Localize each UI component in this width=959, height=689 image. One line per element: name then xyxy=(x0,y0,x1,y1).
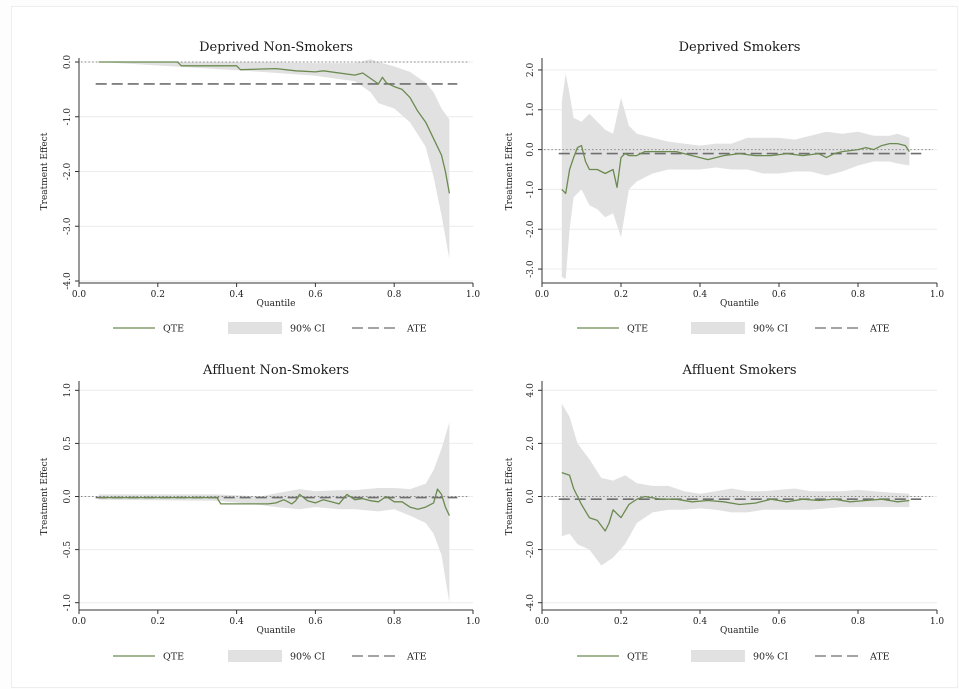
y-tick-label: 1.0 xyxy=(63,383,73,398)
x-tick-label: 0.4 xyxy=(229,290,244,300)
x-tick-label: 0.8 xyxy=(851,290,866,300)
x-tick-label: 0.2 xyxy=(614,617,628,627)
x-tick-label: 0.2 xyxy=(151,617,165,627)
x-tick-label: 0.8 xyxy=(851,617,866,627)
legend-qte-label: QTE xyxy=(163,324,184,335)
legend-ci-label: 90% CI xyxy=(753,324,788,335)
x-axis-label: Quantile xyxy=(720,626,759,636)
legend-qte-label: QTE xyxy=(627,324,648,335)
legend-ci-swatch xyxy=(228,650,282,662)
x-tick-label: 0.6 xyxy=(772,290,787,300)
y-tick-label: -2.0 xyxy=(63,163,73,181)
qte-line xyxy=(98,61,451,194)
y-tick-label: 0.0 xyxy=(526,489,536,504)
y-tick-label: 2.0 xyxy=(526,63,536,78)
x-tick-label: 0.2 xyxy=(151,290,165,300)
chart-panel-4: Affluent Smokers 0.0 0.2 0.4 0.6 0.8 1.0 4.0 2.0… xyxy=(505,363,944,663)
legend: QTE 90% CI ATE xyxy=(577,322,890,335)
x-tick-label: 0.4 xyxy=(693,617,708,627)
x-tick-label: 1.0 xyxy=(466,617,481,627)
x-tick-label: 1.0 xyxy=(930,617,945,627)
x-tick-label: 1.0 xyxy=(466,290,481,300)
x-tick-label: 0.8 xyxy=(387,617,402,627)
qte-line xyxy=(98,488,450,516)
y-tick-label: -2.0 xyxy=(526,541,536,559)
qte-line xyxy=(561,471,910,532)
x-tick-label: 0.0 xyxy=(72,290,87,300)
y-tick-label: 2.0 xyxy=(526,436,536,451)
y-tick-label: -0.5 xyxy=(63,541,73,559)
x-tick-label: 0.0 xyxy=(535,290,550,300)
legend-qte-label: QTE xyxy=(163,652,184,663)
y-axis-label: Treatment Effect xyxy=(505,132,515,210)
ci-band xyxy=(98,59,450,260)
legend-ci-label: 90% CI xyxy=(290,652,325,663)
legend-ate-label: ATE xyxy=(406,652,427,663)
ci-band xyxy=(561,73,910,280)
figure-frame xyxy=(11,6,958,688)
y-tick-label: 4.0 xyxy=(526,383,536,398)
y-tick-label: 0.0 xyxy=(526,142,536,157)
legend-ci-swatch xyxy=(691,650,745,662)
y-tick-label: 1.0 xyxy=(526,102,536,117)
y-axis-label: Treatment Effect xyxy=(505,457,515,535)
y-tick-label: -3.0 xyxy=(63,217,73,235)
legend-ci-label: 90% CI xyxy=(753,652,788,663)
x-axis-label: Quantile xyxy=(256,626,295,636)
x-tick-label: 0.0 xyxy=(535,617,550,627)
x-tick-label: 0.2 xyxy=(614,290,628,300)
legend-ate-label: ATE xyxy=(406,324,427,335)
y-tick-label: -4.0 xyxy=(526,594,536,612)
legend-ci-label: 90% CI xyxy=(290,324,325,335)
y-tick-label: -1.0 xyxy=(63,594,73,612)
legend: QTE 90% CI ATE xyxy=(577,650,890,663)
x-tick-label: 0.4 xyxy=(229,617,244,627)
legend-ate-label: ATE xyxy=(869,324,890,335)
chart-title: Affluent Smokers xyxy=(681,363,796,378)
y-tick-label: -3.0 xyxy=(526,260,536,278)
x-tick-label: 1.0 xyxy=(930,290,945,300)
chart-title: Deprived Non-Smokers xyxy=(199,40,353,55)
legend: QTE 90% CI ATE xyxy=(113,322,427,335)
y-tick-label: -1.0 xyxy=(63,108,73,126)
chart-panel-1: Deprived Non-Smokers 0.0 0.2 0.4 0.6 0.8 1.0 0.… xyxy=(40,40,480,335)
y-tick-label: -2.0 xyxy=(526,220,536,238)
x-tick-label: 0.4 xyxy=(693,290,708,300)
ci-band xyxy=(98,422,450,603)
x-tick-label: 0.6 xyxy=(772,617,787,627)
y-tick-label: 0.0 xyxy=(63,55,73,70)
legend-ci-swatch xyxy=(691,322,745,334)
legend-qte-label: QTE xyxy=(627,652,648,663)
ci-band xyxy=(561,403,910,566)
y-axis-label: Treatment Effect xyxy=(40,132,50,210)
y-axis-label: Treatment Effect xyxy=(40,457,50,535)
y-tick-label: 0.5 xyxy=(63,436,73,451)
y-tick-label: -1.0 xyxy=(526,180,536,198)
legend: QTE 90% CI ATE xyxy=(113,650,427,663)
chart-panel-3: Affluent Non-Smokers 0.0 0.2 0.4 0.6 0.8 1.0 1.… xyxy=(40,363,480,663)
legend-ci-swatch xyxy=(228,322,282,334)
x-tick-label: 0.8 xyxy=(387,290,402,300)
chart-title: Deprived Smokers xyxy=(679,40,801,55)
qte-line xyxy=(561,142,910,195)
chart-title: Affluent Non-Smokers xyxy=(202,363,349,378)
x-tick-label: 0.6 xyxy=(308,290,323,300)
y-tick-label: 0.0 xyxy=(63,489,73,504)
x-axis-label: Quantile xyxy=(256,299,295,309)
x-axis-label: Quantile xyxy=(720,299,759,309)
x-tick-label: 0.6 xyxy=(308,617,323,627)
x-tick-label: 0.0 xyxy=(72,617,87,627)
legend-ate-label: ATE xyxy=(869,652,890,663)
y-tick-label: -4.0 xyxy=(63,272,73,290)
chart-panel-2: Deprived Smokers 0.0 0.2 0.4 0.6 0.8 1.0 2.0 1.0… xyxy=(505,40,944,335)
